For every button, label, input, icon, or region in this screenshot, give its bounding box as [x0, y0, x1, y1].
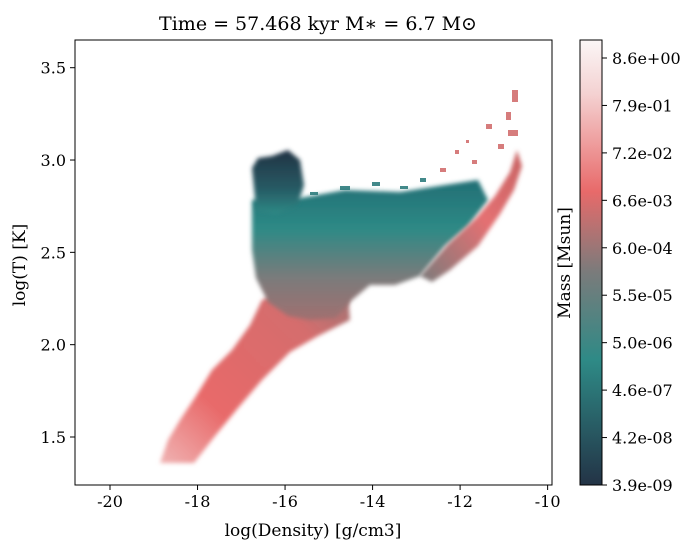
colorbar-tick-label: 5.0e-06: [612, 334, 673, 353]
colorbar-tick-label: 4.6e-07: [612, 381, 673, 400]
y-tick-label: 2.0: [41, 336, 66, 355]
x-axis: -20 -18 -16 -14 -12 -10: [97, 485, 561, 511]
colorbar-ticks: 8.6e+00 7.9e-01 7.2e-02 6.6e-03 6.0e-04 5.5e-…: [602, 49, 681, 495]
x-axis-label: log(Density) [g/cm3]: [225, 521, 402, 541]
y-tick-label: 1.5: [41, 428, 66, 447]
chart-title: Time = 57.468 kyr M∗ = 6.7 M⊙: [159, 13, 477, 35]
colorbar-tick-label: 3.9e-09: [612, 476, 673, 495]
colorbar-tick-label: 6.0e-04: [612, 239, 673, 258]
colorbar-tick-label: 7.9e-01: [612, 96, 673, 115]
heatmap-hot-branch: [420, 150, 522, 282]
colorbar-tick-label: 8.6e+00: [612, 49, 681, 68]
x-tick-label: -10: [535, 492, 561, 511]
colorbar-tick-label: 7.2e-02: [612, 144, 673, 163]
heatmap-cold-track: [160, 284, 350, 463]
heatmap-speckles: [440, 90, 518, 172]
x-tick-label: -12: [447, 492, 473, 511]
heatmap-plateau: [252, 180, 488, 320]
x-tick-label: -14: [360, 492, 386, 511]
x-tick-label: -16: [272, 492, 298, 511]
y-axis: 1.5 2.0 2.5 3.0 3.5: [41, 59, 75, 447]
x-tick-label: -20: [97, 492, 123, 511]
y-tick-label: 2.5: [41, 243, 66, 262]
x-tick-label: -18: [185, 492, 211, 511]
colorbar: [579, 39, 603, 486]
heatmap: [160, 90, 522, 463]
colorbar-tick-label: 5.5e-05: [612, 286, 673, 305]
heatmap-speckles-teal: [310, 178, 426, 195]
colorbar-label: Mass [Msun]: [555, 207, 575, 319]
y-tick-label: 3.0: [41, 151, 66, 170]
colorbar-tick-label: 6.6e-03: [612, 191, 673, 210]
plot-frame: [74, 39, 553, 486]
y-axis-label: log(T) [K]: [10, 224, 30, 307]
colorbar-tick-label: 4.2e-08: [612, 429, 673, 448]
heatmap-upper-column: [252, 150, 304, 214]
y-tick-label: 3.5: [41, 59, 66, 78]
